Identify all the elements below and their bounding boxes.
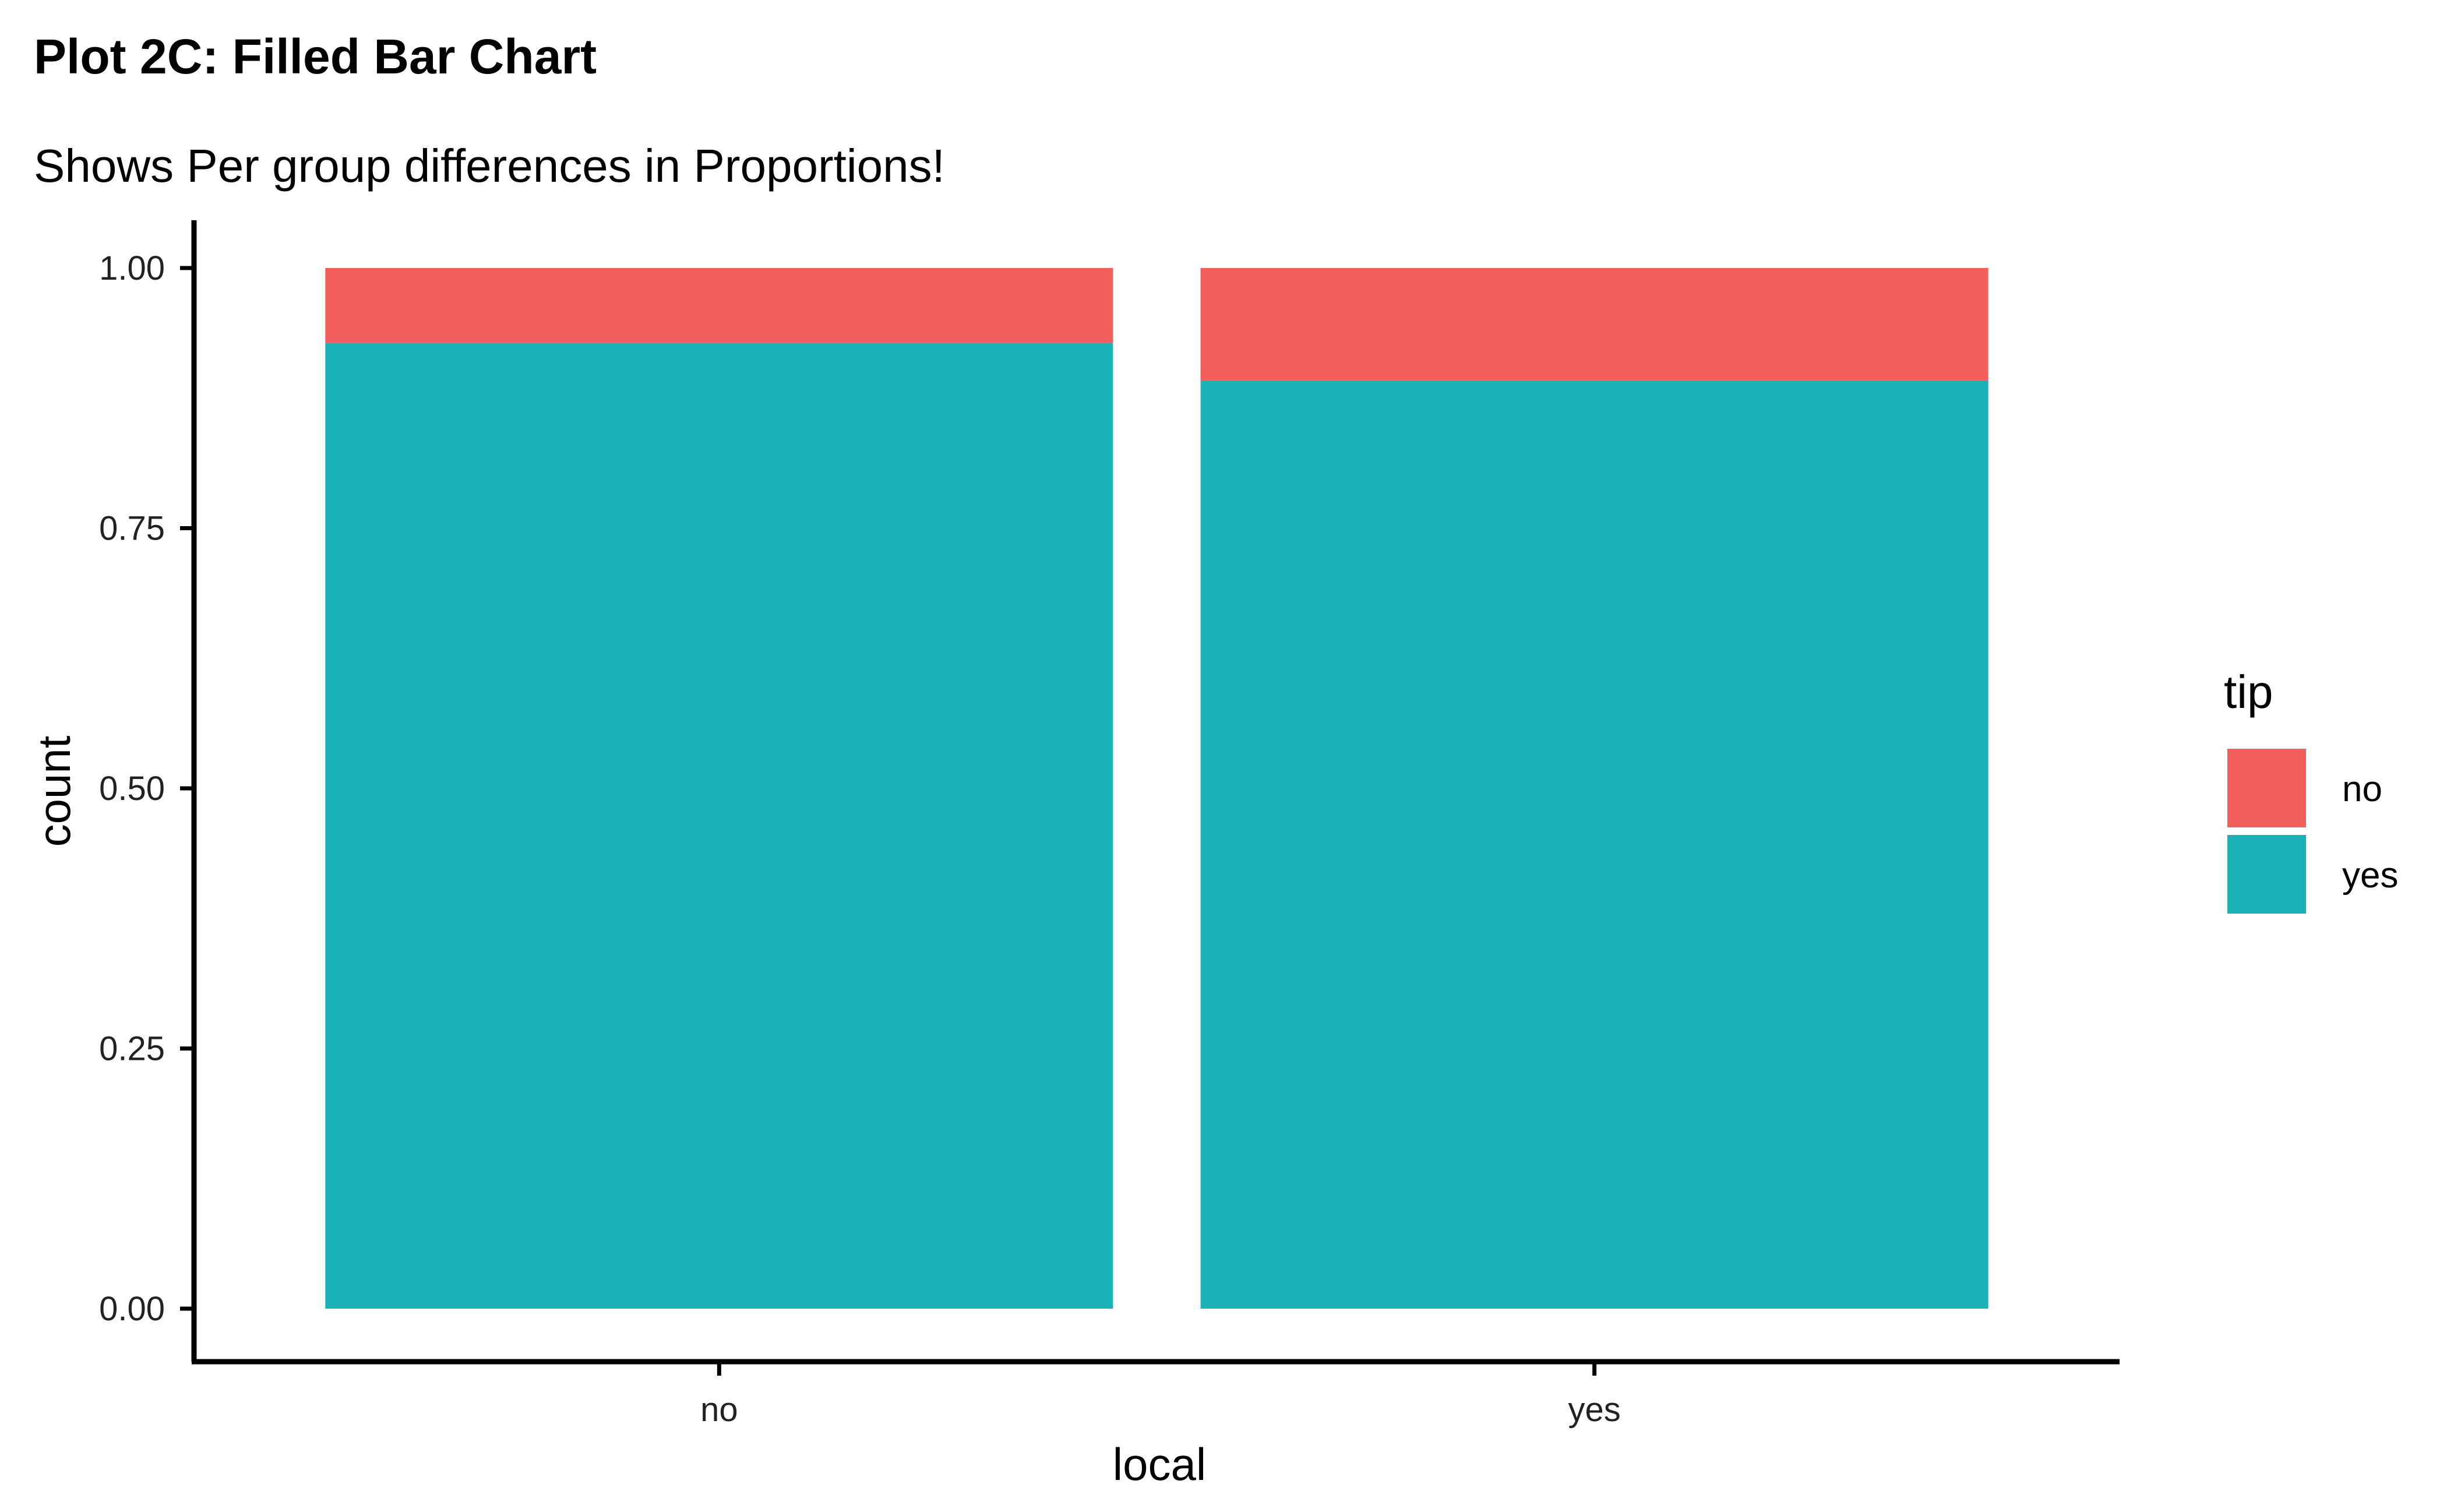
chart-subtitle: Shows Per group differences in Proportio… <box>34 140 945 192</box>
y-tick-label: 0.00 <box>99 1290 165 1328</box>
y-axis-ticks: 0.00 0.25 0.50 0.75 1.00 <box>99 249 194 1328</box>
x-tick-label: yes <box>1568 1391 1621 1429</box>
y-tick-label: 0.25 <box>99 1030 165 1068</box>
y-tick-label: 0.75 <box>99 510 165 548</box>
x-axis-ticks: no yes <box>700 1362 1621 1429</box>
bar-yes-no <box>1200 268 1988 380</box>
legend-items: no yes <box>2227 749 2398 914</box>
y-tick-label: 0.50 <box>99 770 165 808</box>
legend-key-yes <box>2227 835 2306 914</box>
chart-title: Plot 2C: Filled Bar Chart <box>34 29 597 84</box>
legend-label-yes: yes <box>2342 855 2398 896</box>
bar-yes-yes <box>1200 380 1988 1309</box>
y-tick-label: 1.00 <box>99 249 165 287</box>
legend-label-no: no <box>2342 769 2382 809</box>
bar-no-no <box>325 268 1113 343</box>
y-axis-label: count <box>29 735 80 847</box>
legend: tip no yes <box>2224 666 2398 914</box>
x-tick-label: no <box>700 1391 738 1429</box>
legend-key-no <box>2227 749 2306 827</box>
legend-title: tip <box>2224 666 2273 718</box>
bars-layer <box>325 268 1988 1309</box>
bar-no-yes <box>325 343 1113 1309</box>
x-axis-label: local <box>1113 1439 1206 1490</box>
